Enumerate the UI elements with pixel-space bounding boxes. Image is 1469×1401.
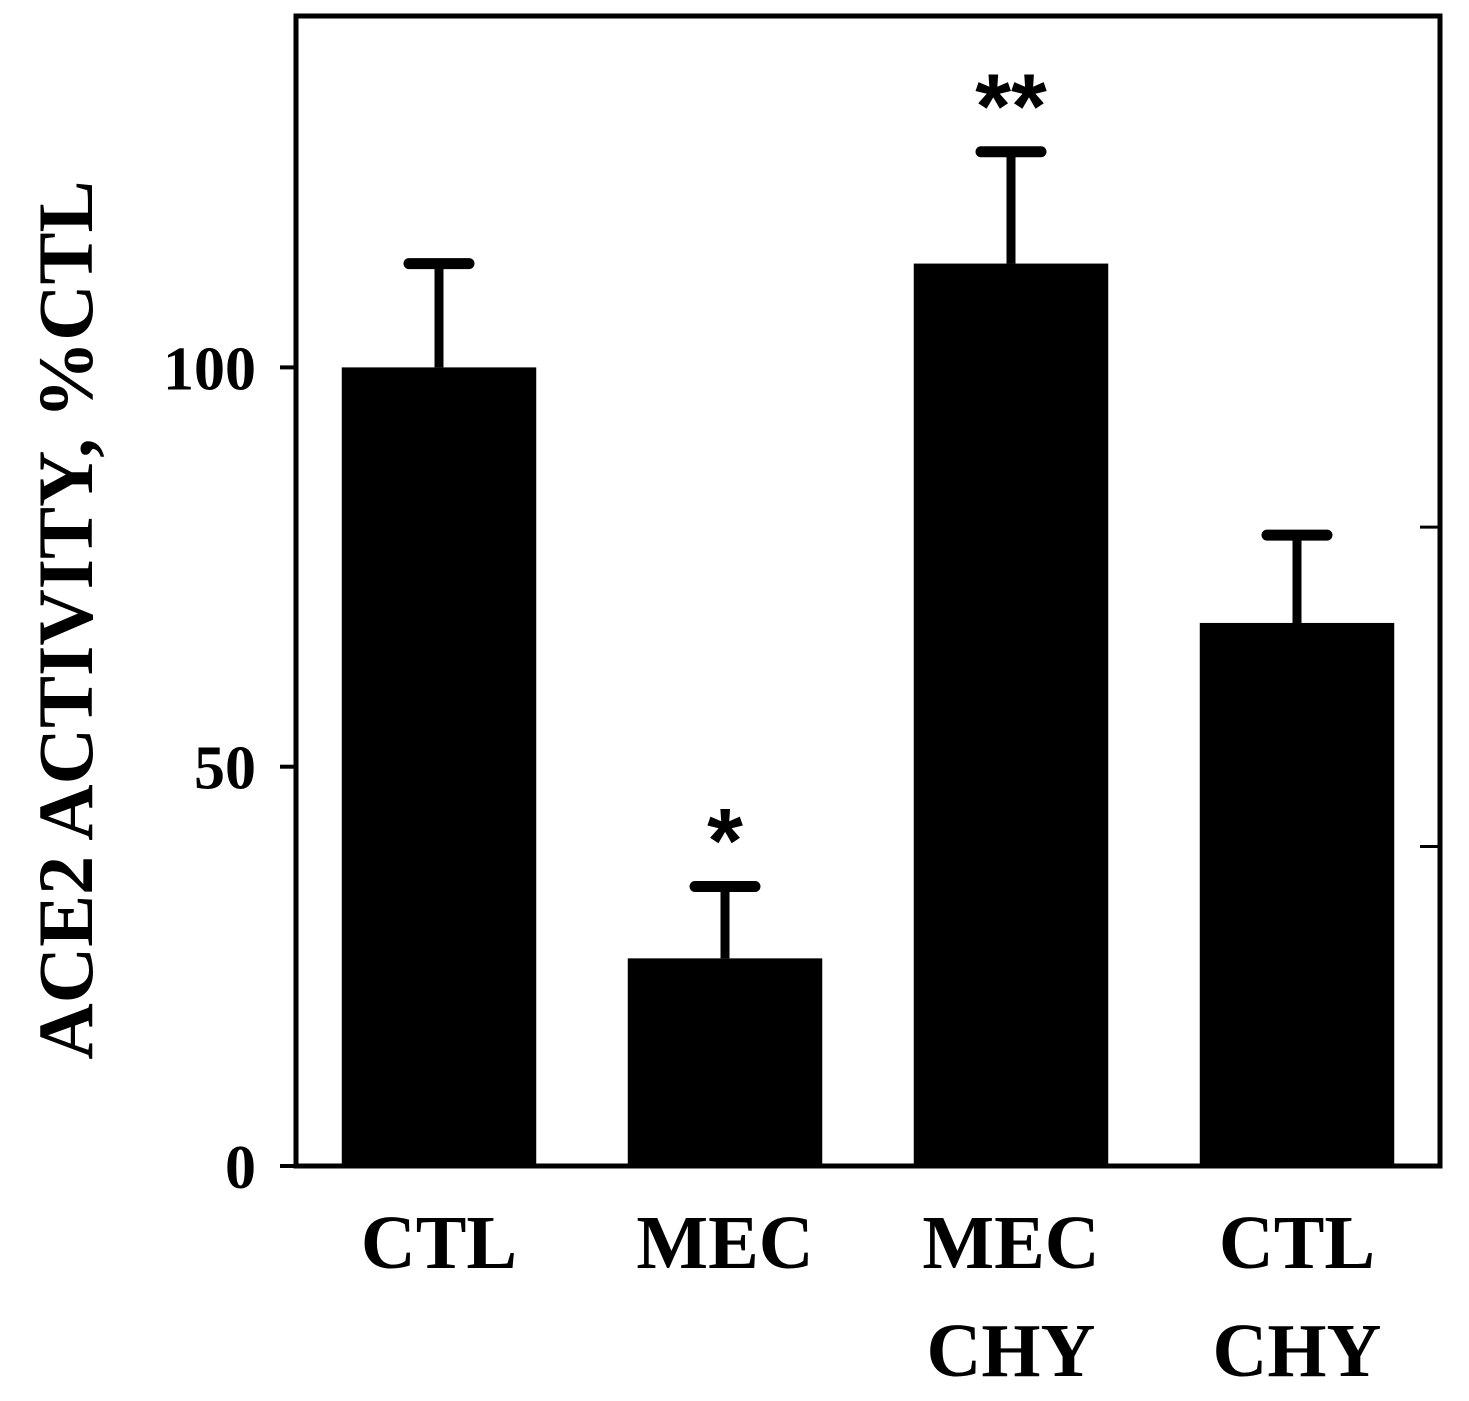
x-axis-labels: CTL MEC MEC CHY CTL CHY bbox=[361, 1201, 1382, 1393]
bar-2 bbox=[913, 263, 1109, 1166]
significance-marker-2: ** bbox=[975, 56, 1047, 158]
bars bbox=[341, 263, 1395, 1166]
bar-3 bbox=[1199, 622, 1395, 1166]
category-label-3-1: CHY bbox=[1213, 1309, 1382, 1393]
bar-1 bbox=[627, 958, 823, 1166]
y-axis: 0 50 100 bbox=[163, 335, 296, 1202]
bar-0 bbox=[341, 367, 537, 1166]
right-axis-ticks bbox=[1420, 525, 1440, 849]
y-tick-label-2: 100 bbox=[163, 335, 256, 403]
significance-marker-1: * bbox=[707, 790, 743, 892]
category-label-3-0: CTL bbox=[1219, 1201, 1375, 1285]
y-axis-title: ACE2 ACTIVITY, %CTL bbox=[22, 180, 109, 1059]
category-label-1-0: MEC bbox=[636, 1201, 813, 1285]
y-tick-label-1: 50 bbox=[194, 735, 256, 803]
category-label-2-1: CHY bbox=[927, 1309, 1096, 1393]
plot-frame bbox=[293, 13, 1443, 1169]
category-label-0-0: CTL bbox=[361, 1201, 517, 1285]
y-tick-label-0: 0 bbox=[225, 1134, 256, 1202]
error-bars bbox=[403, 146, 1333, 959]
significance-markers: *** bbox=[707, 56, 1047, 893]
category-label-2-0: MEC bbox=[922, 1201, 1099, 1285]
